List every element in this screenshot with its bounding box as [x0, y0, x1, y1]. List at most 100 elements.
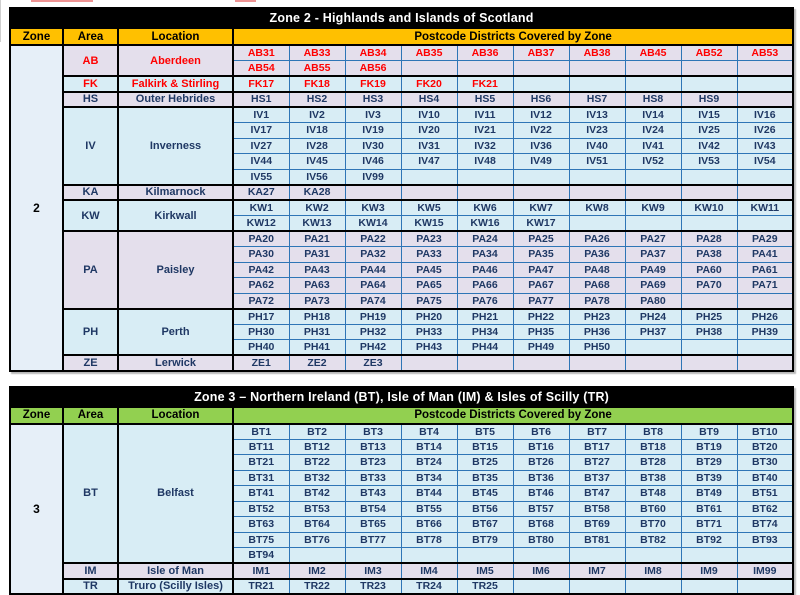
postcode-cell: HS6: [513, 92, 569, 108]
col-header-area: Area: [63, 407, 118, 424]
postcode-cell: IM99: [737, 563, 793, 579]
postcode-cell: BT48: [625, 486, 681, 502]
postcode-cell: PA63: [289, 278, 345, 294]
postcode-cell: FK21: [457, 76, 513, 92]
postcode-cell: PA23: [401, 231, 457, 247]
postcode-cell: AB45: [625, 45, 681, 61]
location-name: Aberdeen: [118, 45, 233, 76]
postcode-cell-empty: [457, 355, 513, 371]
postcode-cell: KW12: [233, 216, 289, 232]
postcode-cell: BT64: [289, 517, 345, 533]
postcode-cell-empty: [625, 355, 681, 371]
postcode-cell: BT70: [625, 517, 681, 533]
postcode-cell: AB53: [737, 45, 793, 61]
postcode-cell: BT8: [625, 424, 681, 440]
tables-container: Zone 2 - Highlands and Islands of Scotla…: [9, 7, 794, 595]
postcode-cell: PH44: [457, 340, 513, 356]
location-name: Lerwick: [118, 355, 233, 371]
area-code: HS: [63, 92, 118, 108]
postcode-cell: PA31: [289, 247, 345, 263]
postcode-cell: IV49: [513, 154, 569, 170]
postcode-cell: BT80: [513, 532, 569, 548]
postcode-cell: KW8: [569, 200, 625, 216]
postcode-cell: PA62: [233, 278, 289, 294]
postcode-cell: PH31: [289, 324, 345, 340]
postcode-cell: BT77: [345, 532, 401, 548]
postcode-cell: IV20: [401, 123, 457, 139]
postcode-cell: KW17: [513, 216, 569, 232]
postcode-cell: BT75: [233, 532, 289, 548]
location-name: Paisley: [118, 231, 233, 309]
postcode-cell: TR24: [401, 579, 457, 595]
postcode-cell: FK19: [345, 76, 401, 92]
postcode-cell: HS8: [625, 92, 681, 108]
postcode-cell-empty: [457, 169, 513, 185]
postcode-cell-empty: [625, 169, 681, 185]
postcode-cell: PA64: [345, 278, 401, 294]
location-name: Outer Hebrides: [118, 92, 233, 108]
postcode-cell-empty: [681, 185, 737, 201]
postcode-cell: PH37: [625, 324, 681, 340]
postcode-cell: IV47: [401, 154, 457, 170]
postcode-cell: IV2: [289, 107, 345, 123]
postcode-cell-empty: [737, 579, 793, 595]
location-name: Kirkwall: [118, 200, 233, 231]
postcode-cell: AB37: [513, 45, 569, 61]
postcode-cell-empty: [401, 61, 457, 77]
postcode-cell-empty: [737, 92, 793, 108]
postcode-cell: HS5: [457, 92, 513, 108]
area-code: BT: [63, 424, 118, 564]
postcode-cell: HS7: [569, 92, 625, 108]
postcode-cell: PH42: [345, 340, 401, 356]
postcode-cell: PA69: [625, 278, 681, 294]
postcode-cell: PA32: [345, 247, 401, 263]
postcode-cell: IV25: [681, 123, 737, 139]
postcode-cell: BT67: [457, 517, 513, 533]
postcode-cell: HS4: [401, 92, 457, 108]
postcode-cell: BT45: [457, 486, 513, 502]
postcode-cell: KW14: [345, 216, 401, 232]
postcode-cell-empty: [737, 185, 793, 201]
postcode-cell-empty: [737, 548, 793, 564]
postcode-cell: BT82: [625, 532, 681, 548]
postcode-cell: PH39: [737, 324, 793, 340]
postcode-cell: PH26: [737, 309, 793, 325]
postcode-cell: PA77: [513, 293, 569, 309]
postcode-cell: IV53: [681, 154, 737, 170]
postcode-cell-empty: [737, 355, 793, 371]
postcode-cell: HS2: [289, 92, 345, 108]
postcode-cell-empty: [569, 76, 625, 92]
postcode-cell: PA68: [569, 278, 625, 294]
postcode-cell: HS9: [681, 92, 737, 108]
postcode-cell: IV16: [737, 107, 793, 123]
column-header-row: Zone Area Location Postcode Districts Co…: [10, 28, 793, 45]
postcode-cell: ZE3: [345, 355, 401, 371]
postcode-cell: IV21: [457, 123, 513, 139]
postcode-cell: IV99: [345, 169, 401, 185]
postcode-cell: BT2: [289, 424, 345, 440]
postcode-cell: PA80: [625, 293, 681, 309]
location-name: Perth: [118, 309, 233, 356]
postcode-cell: KW15: [401, 216, 457, 232]
postcode-cell: PH35: [513, 324, 569, 340]
area-code: AB: [63, 45, 118, 76]
postcode-cell: HS3: [345, 92, 401, 108]
postcode-cell: PH19: [345, 309, 401, 325]
postcode-cell: PA25: [513, 231, 569, 247]
postcode-cell: PA72: [233, 293, 289, 309]
postcode-cell: PA48: [569, 262, 625, 278]
postcode-cell: BT19: [681, 439, 737, 455]
postcode-cell: BT26: [513, 455, 569, 471]
postcode-cell: KW5: [401, 200, 457, 216]
postcode-cell: BT6: [513, 424, 569, 440]
postcode-cell-empty: [625, 340, 681, 356]
area-code: FK: [63, 76, 118, 92]
col-header-location: Location: [118, 407, 233, 424]
postcode-cell: KW6: [457, 200, 513, 216]
postcode-cell: BT39: [681, 470, 737, 486]
postcode-cell-empty: [569, 185, 625, 201]
postcode-cell-empty: [457, 548, 513, 564]
